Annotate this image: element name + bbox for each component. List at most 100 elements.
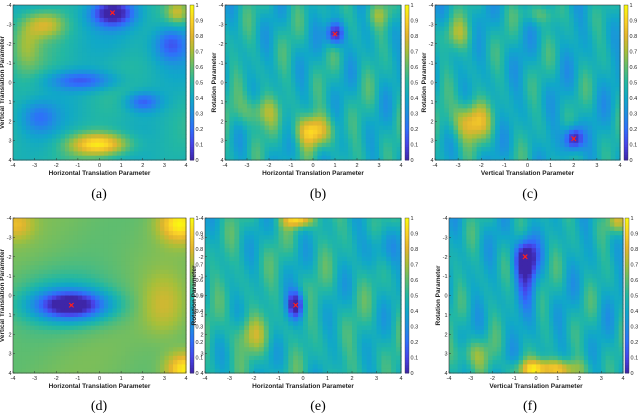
heatmap-cell bbox=[13, 99, 18, 105]
heatmap-cell bbox=[291, 142, 296, 148]
heatmap-cell bbox=[509, 121, 515, 127]
heatmap-cell bbox=[13, 73, 18, 79]
heatmap-cell bbox=[527, 91, 533, 97]
heatmap-cell bbox=[25, 48, 31, 53]
heatmap-cell bbox=[251, 13, 257, 19]
heatmap-cell bbox=[60, 17, 66, 23]
heatmap-cell bbox=[138, 65, 144, 71]
heatmap-cell bbox=[392, 86, 398, 92]
heatmap-cell bbox=[435, 73, 441, 79]
heatmap-cell bbox=[25, 60, 31, 66]
heatmap-cell bbox=[134, 129, 140, 135]
heatmap-cell bbox=[160, 142, 165, 148]
heatmap-cell bbox=[555, 104, 561, 109]
heatmap-cell bbox=[592, 13, 598, 19]
heatmap-cell bbox=[458, 125, 464, 131]
heatmap-cell bbox=[485, 108, 492, 114]
heatmap-cell bbox=[13, 329, 18, 335]
heatmap-cell bbox=[34, 82, 40, 88]
heatmap-cell bbox=[164, 35, 170, 41]
heatmap-cell bbox=[444, 82, 450, 88]
heatmap-cell bbox=[90, 104, 96, 109]
y-tick-label: -2 bbox=[219, 42, 224, 48]
heatmap-cell bbox=[238, 73, 244, 79]
heatmap-cell bbox=[177, 108, 183, 114]
heatmap-cell bbox=[51, 95, 57, 101]
heatmap-cell bbox=[504, 43, 510, 49]
heatmap-cell bbox=[615, 69, 621, 75]
heatmap-cell bbox=[155, 155, 161, 161]
heatmap-cell bbox=[592, 155, 598, 161]
heatmap-cell bbox=[330, 22, 336, 28]
heatmap-cell bbox=[108, 129, 114, 135]
heatmap-cell bbox=[490, 43, 496, 49]
heatmap-cell bbox=[64, 30, 70, 36]
heatmap-cell bbox=[60, 13, 66, 19]
heatmap-cell bbox=[282, 73, 288, 79]
heatmap-cell bbox=[233, 35, 239, 41]
heatmap-cell bbox=[25, 368, 31, 374]
heatmap-cell bbox=[282, 108, 288, 114]
heatmap-cell bbox=[251, 69, 257, 75]
heatmap-cell bbox=[361, 78, 367, 84]
heatmap-cell bbox=[462, 151, 468, 157]
heatmap-cell bbox=[383, 5, 389, 10]
heatmap-cell bbox=[34, 368, 40, 374]
heatmap-cell bbox=[121, 26, 127, 32]
heatmap-cell bbox=[25, 129, 31, 135]
heatmap-cell bbox=[69, 5, 75, 10]
heatmap-cell bbox=[90, 5, 96, 10]
heatmap-cell bbox=[615, 142, 621, 148]
heatmap-cell bbox=[108, 147, 114, 152]
heatmap-cell bbox=[147, 5, 152, 10]
heatmap-cell bbox=[313, 65, 318, 71]
heatmap-cell bbox=[116, 60, 122, 66]
heatmap-cell bbox=[286, 142, 292, 148]
heatmap-cell bbox=[160, 104, 165, 109]
heatmap-cell bbox=[317, 116, 323, 122]
colorbar-segment bbox=[190, 56, 194, 60]
heatmap-cell bbox=[467, 129, 473, 135]
heatmap-cell bbox=[472, 86, 478, 92]
heatmap-cell bbox=[343, 69, 349, 75]
heatmap-cell bbox=[125, 30, 131, 36]
heatmap-cell bbox=[233, 48, 239, 53]
heatmap-cell bbox=[13, 291, 18, 297]
heatmap-cell bbox=[365, 56, 371, 62]
heatmap-cell bbox=[177, 91, 183, 97]
heatmap-cell bbox=[481, 22, 487, 28]
heatmap-cell bbox=[51, 116, 57, 122]
heatmap-cell bbox=[573, 5, 579, 10]
heatmap-cell bbox=[339, 125, 345, 131]
heatmap-cell bbox=[255, 60, 261, 66]
heatmap-cell bbox=[103, 43, 109, 49]
heatmap-cell bbox=[155, 22, 161, 28]
heatmap-cell bbox=[142, 155, 148, 161]
heatmap-cell bbox=[518, 142, 524, 148]
heatmap-cell bbox=[255, 91, 261, 97]
heatmap-cell bbox=[396, 82, 402, 88]
heatmap-cell bbox=[251, 116, 257, 122]
heatmap-cell bbox=[25, 22, 31, 28]
heatmap-cell bbox=[181, 78, 187, 84]
heatmap-cell bbox=[490, 155, 496, 161]
heatmap-cell bbox=[610, 95, 616, 101]
heatmap-cell bbox=[304, 91, 310, 97]
heatmap-cell bbox=[578, 73, 584, 79]
heatmap-cell bbox=[467, 147, 473, 152]
heatmap-cell bbox=[247, 9, 252, 15]
heatmap-cell bbox=[361, 5, 367, 10]
heatmap-cell bbox=[299, 22, 305, 28]
heatmap-cell bbox=[177, 17, 183, 23]
heatmap-cell bbox=[116, 108, 122, 114]
heatmap-cell bbox=[134, 56, 140, 62]
heatmap-cell bbox=[121, 69, 127, 75]
heatmap-cell bbox=[472, 60, 478, 66]
heatmap-cell bbox=[51, 142, 57, 148]
heatmap-cell bbox=[251, 78, 257, 84]
heatmap-cell bbox=[38, 286, 44, 292]
heatmap-cell bbox=[481, 108, 487, 114]
heatmap-cell bbox=[173, 91, 178, 97]
heatmap-cell bbox=[348, 108, 354, 114]
heatmap-cell bbox=[181, 69, 187, 75]
